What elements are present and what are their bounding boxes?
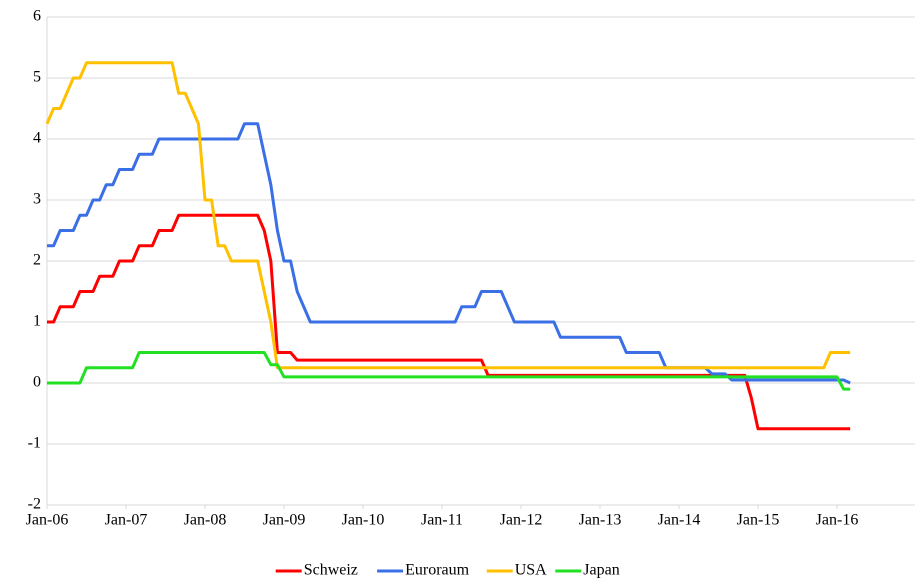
series-line xyxy=(47,351,851,391)
y-tick-label: 4 xyxy=(33,130,41,147)
y-tick-label: 3 xyxy=(33,191,41,208)
series-line xyxy=(47,213,851,431)
series-line xyxy=(47,122,851,385)
x-tick-label: Jan-15 xyxy=(737,512,780,529)
y-tick-label: -1 xyxy=(28,435,41,452)
y-tick-label: 6 xyxy=(33,8,41,25)
x-tick-label: Jan-11 xyxy=(421,512,463,529)
legend: Schweiz Euroraum USA Japan xyxy=(275,562,620,579)
series-line xyxy=(45,61,851,370)
x-tick-label: Jan-14 xyxy=(658,512,701,529)
y-tick-label: -2 xyxy=(28,496,41,513)
x-tick-label: Jan-08 xyxy=(184,512,227,529)
legend-label: Schweiz xyxy=(304,562,358,579)
legend-label: Euroraum xyxy=(405,562,470,579)
x-tick-label: Jan-13 xyxy=(579,512,622,529)
legend-label: Japan xyxy=(583,562,619,579)
x-tick-label: Jan-10 xyxy=(342,512,385,529)
y-tick-label: 1 xyxy=(33,313,41,330)
x-tick-label: Jan-06 xyxy=(26,512,69,529)
x-tick-label: Jan-07 xyxy=(105,512,148,529)
legend-label: USA xyxy=(515,562,547,579)
y-tick-label: 2 xyxy=(33,252,41,269)
x-tick-label: Jan-16 xyxy=(816,512,859,529)
y-tick-label: 0 xyxy=(33,374,41,391)
y-tick-label: 5 xyxy=(33,69,41,86)
x-tick-label: Jan-12 xyxy=(500,512,543,529)
x-tick-label: Jan-09 xyxy=(263,512,306,529)
